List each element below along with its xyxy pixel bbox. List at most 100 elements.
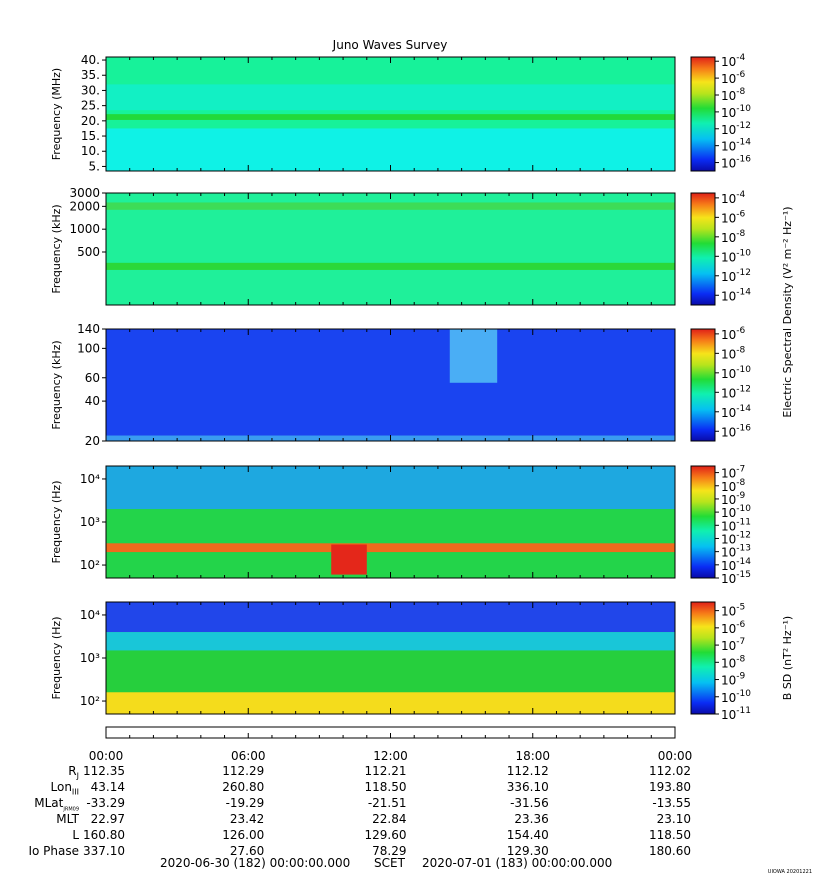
y-axis-label: Frequency (Hz) <box>50 481 63 564</box>
colorbar-tick-label: 10-10 <box>721 365 751 381</box>
ephemeris-value: 193.80 <box>649 780 691 794</box>
colorbar-tick-label: 10-6 <box>721 209 746 225</box>
y-tick-label: 10² <box>80 694 100 708</box>
colorbar-tick-label: 10-14 <box>721 287 751 303</box>
y-tick-label: 10³ <box>80 651 100 665</box>
colorbar-tick-label: 10-16 <box>721 155 751 171</box>
y-axis-label: Frequency (kHz) <box>50 340 63 429</box>
colorbar <box>690 192 716 306</box>
ephemeris-value: 126.00 <box>222 828 265 842</box>
time-tick-label: 00:00 <box>89 749 124 763</box>
ephemeris-value: 22.84 <box>372 812 407 826</box>
colorbar-label-magnetic: B SD (nT² Hz⁻¹) <box>781 616 794 700</box>
colorbar-tick-label: 10-15 <box>721 570 751 586</box>
y-tick-label: 40. <box>81 53 100 67</box>
y-tick-label: 500 <box>77 245 100 259</box>
spectrogram-feature <box>106 262 675 270</box>
colorbar-tick-label: 10-4 <box>721 190 746 206</box>
spectrogram-feature <box>331 544 367 575</box>
ephemeris-value: -33.29 <box>86 796 125 810</box>
spectrogram-panel: 140 100 60 40 20 Frequency (kHz) 10-6 10-8 10-10… <box>50 322 751 448</box>
y-tick-label: 15. <box>81 129 100 143</box>
spectrogram-panel: 40.35.30. 25.20.15.10.5. Frequency (MHz) 10… <box>50 53 751 173</box>
colorbar-tick-label: 10-5 <box>721 603 745 619</box>
footer-end-time: 2020-07-01 (183) 00:00:00.000 <box>422 856 612 870</box>
spectrogram-feature <box>449 329 498 383</box>
y-tick-label: 10² <box>80 558 100 572</box>
y-tick-label: 10³ <box>80 515 100 529</box>
spectrogram-feature <box>106 202 675 210</box>
ephemeris-value: 23.36 <box>514 812 549 826</box>
ephemeris-value: 112.02 <box>649 764 691 778</box>
colorbar-tick-label: 10-4 <box>721 53 746 69</box>
ephemeris-label: LonIII <box>50 780 80 797</box>
colorbar-tick-label: 10-10 <box>721 104 751 120</box>
y-tick-label: 60 <box>85 371 100 385</box>
ephemeris-value: 154.40 <box>506 828 549 842</box>
y-tick-label: 35. <box>81 68 100 82</box>
ephemeris-value: -13.55 <box>652 796 691 810</box>
y-tick-label: 20. <box>81 114 100 128</box>
ephemeris-value: 336.10 <box>506 780 549 794</box>
colorbar-tick-label: 10-14 <box>721 138 751 154</box>
colorbar-tick-label: 10-8 <box>721 229 746 245</box>
y-tick-label: 2000 <box>69 199 100 213</box>
colorbar-tick-label: 10-11 <box>721 706 751 722</box>
ephemeris-value: 112.21 <box>364 764 407 778</box>
ephemeris-value: 23.42 <box>229 812 265 826</box>
figure-title: Juno Waves Survey <box>332 38 448 52</box>
ephemeris-value: 27.60 <box>229 844 265 858</box>
ephemeris-value: 112.35 <box>83 764 125 778</box>
y-tick-label: 20 <box>85 434 100 448</box>
y-tick-label: 25. <box>81 99 100 113</box>
colorbar-tick-label: 10-16 <box>721 423 751 439</box>
processing-stamp: UIOWA 20201221 <box>768 869 812 875</box>
colorbar-tick-label: 10-8 <box>721 87 746 103</box>
spectrogram-feature <box>106 114 675 120</box>
spectrogram-feature <box>106 128 675 171</box>
y-tick-label: 3000 <box>69 186 100 200</box>
y-tick-label: 10⁴ <box>80 608 100 622</box>
time-tick-label: 18:00 <box>515 749 550 763</box>
colorbar-tick-label: 10-10 <box>721 689 751 705</box>
colorbar <box>690 328 716 442</box>
y-tick-label: 100 <box>77 341 100 355</box>
colorbar-tick-label: 10-8 <box>721 654 746 670</box>
colorbar-tick-label: 10-6 <box>721 620 746 636</box>
spectrogram-background <box>106 193 675 305</box>
y-tick-label: 140 <box>77 322 100 336</box>
colorbar-tick-label: 10-6 <box>721 70 746 86</box>
ephemeris-value: 43.14 <box>90 780 125 794</box>
y-tick-label: 10⁴ <box>80 472 100 486</box>
colorbar-tick-label: 10-8 <box>721 345 746 361</box>
ephemeris-value: 78.29 <box>372 844 407 858</box>
ephemeris-value: 160.80 <box>83 828 125 842</box>
spectrogram-background <box>106 329 675 441</box>
spectrogram-feature <box>106 466 675 510</box>
colorbar-tick-label: 10-12 <box>721 384 751 400</box>
y-tick-label: 10. <box>81 144 100 158</box>
spectrogram-feature <box>106 543 675 553</box>
ephemeris-value: 180.60 <box>649 844 691 858</box>
ephemeris-value: 112.29 <box>222 764 265 778</box>
y-tick-label: 5. <box>89 159 100 173</box>
ephemeris-label: MLatJRM09 <box>34 796 79 813</box>
y-tick-label: 1000 <box>69 222 100 236</box>
colorbar-tick-label: 10-12 <box>721 121 751 137</box>
time-axis: 00:00 06:00 12:00 18:00 00:00 <box>89 726 693 763</box>
spectrogram-panel: 10⁴ 10³ 10² Frequency (Hz) 10-510-610-710-8 1… <box>50 601 751 722</box>
colorbar <box>690 56 716 172</box>
ephemeris-value: 260.80 <box>222 780 265 794</box>
colorbar-tick-label: 10-14 <box>721 404 751 420</box>
colorbar-label-electric: Electric Spectral Density (V² m⁻² Hz⁻¹) <box>781 206 794 417</box>
ephemeris-value: 129.60 <box>364 828 407 842</box>
time-tick-label: 00:00 <box>658 749 693 763</box>
ephemeris-value: 129.30 <box>506 844 549 858</box>
ephemeris-value: 337.10 <box>83 844 125 858</box>
footer-start-time: 2020-06-30 (182) 00:00:00.000 <box>160 856 350 870</box>
y-tick-label: 30. <box>81 83 100 97</box>
ephemeris-value: 112.12 <box>506 764 549 778</box>
